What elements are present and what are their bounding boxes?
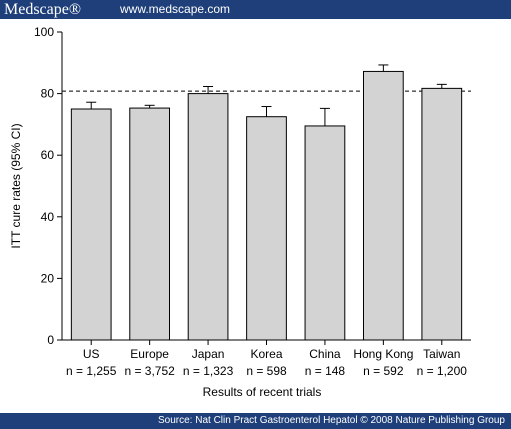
bar-chart: 0 20 40 60 80 100 US n = 1,255 Europe n = 3,752 J… bbox=[9, 25, 471, 399]
bar-china bbox=[304, 125, 346, 341]
brand-logo-text: Medscape® bbox=[4, 1, 82, 18]
y-axis: 0 20 40 60 80 100 bbox=[34, 25, 63, 347]
sample-size-label: n = 598 bbox=[246, 364, 287, 378]
y-axis-label: ITT cure rates (95% CI) bbox=[9, 123, 23, 248]
x-tick-label: Taiwan bbox=[423, 347, 460, 361]
bar-hong-kong bbox=[362, 70, 404, 341]
x-tick-label: US bbox=[83, 347, 100, 361]
top-banner: Medscape® www.medscape.com bbox=[0, 0, 511, 19]
y-tick-label: 40 bbox=[41, 210, 55, 224]
y-tick-label: 0 bbox=[47, 333, 54, 347]
x-tick-label: Europe bbox=[130, 347, 169, 361]
bar-japan bbox=[187, 93, 229, 341]
y-tick-label: 80 bbox=[41, 87, 55, 101]
x-tick-label: China bbox=[309, 347, 341, 361]
bar-us bbox=[70, 108, 112, 341]
sample-size-label: n = 3,752 bbox=[124, 364, 175, 378]
bar-taiwan bbox=[421, 87, 463, 341]
x-tick-label: Hong Kong bbox=[353, 347, 413, 361]
site-url[interactable]: www.medscape.com bbox=[120, 2, 231, 16]
bar-korea bbox=[246, 116, 287, 341]
x-axis-label: Results of recent trials bbox=[203, 385, 322, 399]
source-credit: Source: Nat Clin Pract Gastroenterol Hep… bbox=[158, 415, 505, 426]
bottom-banner: Source: Nat Clin Pract Gastroenterol Hep… bbox=[0, 413, 511, 429]
bar-europe bbox=[129, 107, 171, 341]
y-tick-label: 60 bbox=[41, 148, 55, 162]
x-tick-label: Korea bbox=[250, 347, 282, 361]
x-axis: US n = 1,255 Europe n = 3,752 Japan n = 1,323… bbox=[62, 339, 471, 378]
x-tick-label: Japan bbox=[192, 347, 225, 361]
sample-size-label: n = 1,323 bbox=[183, 364, 234, 378]
bars-group bbox=[70, 64, 463, 341]
y-tick-label: 20 bbox=[41, 271, 55, 285]
sample-size-label: n = 1,200 bbox=[417, 364, 468, 378]
sample-size-label: n = 1,255 bbox=[66, 364, 117, 378]
sample-size-label: n = 592 bbox=[363, 364, 404, 378]
y-tick-label: 100 bbox=[34, 25, 54, 39]
sample-size-label: n = 148 bbox=[305, 364, 346, 378]
